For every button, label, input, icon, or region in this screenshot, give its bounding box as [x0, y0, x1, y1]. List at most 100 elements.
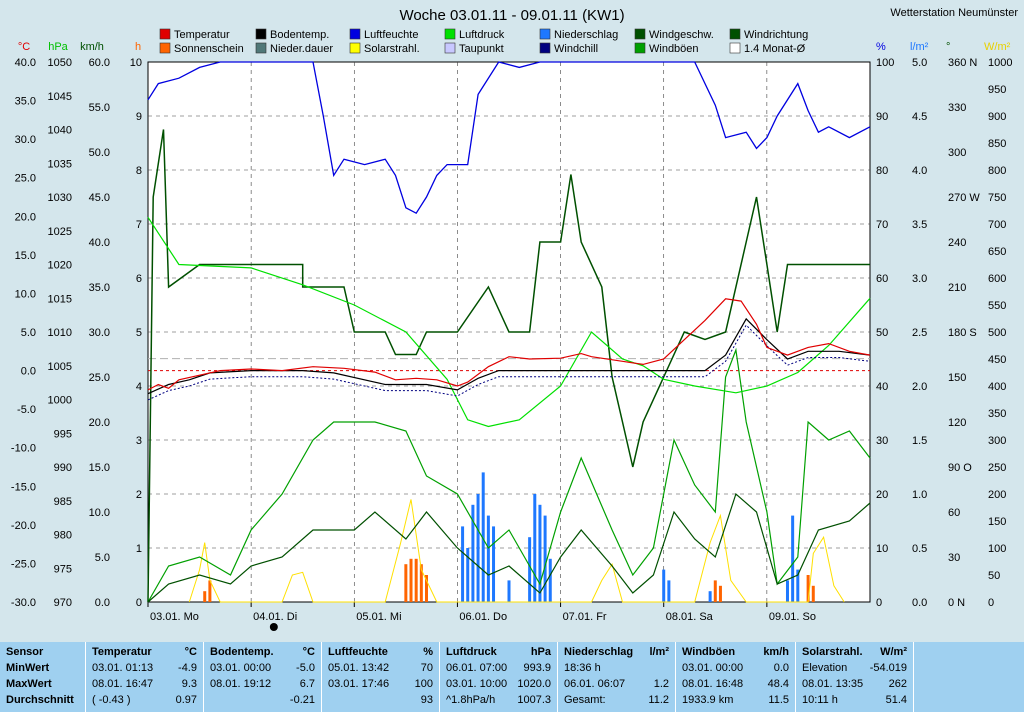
stats-value: 51.4 — [885, 694, 907, 706]
y-tick-lm2: 0.0 — [912, 597, 927, 609]
x-tick-label: 09.01. So — [769, 611, 816, 623]
legend-label: Windrichtung — [744, 29, 808, 41]
y-tick-wm2: 600 — [988, 273, 1006, 285]
y-tick-wm2: 150 — [988, 516, 1006, 528]
stats-row: 18:36 h — [558, 662, 675, 678]
stats-value: 11.5 — [768, 694, 789, 706]
y-tick-kmh: 25.0 — [89, 372, 110, 384]
y-tick-kmh: 20.0 — [89, 417, 110, 429]
y-tick-hpa: 1030 — [48, 192, 72, 204]
stats-column: Bodentemp. °C 03.01. 00:00 -5.0 08.01. 19:12… — [204, 642, 322, 712]
y-tick-deg: 180 S — [948, 327, 977, 339]
axis-unit-hours: h — [135, 41, 141, 53]
y-tick-hpa: 1035 — [48, 158, 72, 170]
stats-value: 1007.3 — [517, 694, 551, 706]
y-tick-hpa: 1005 — [48, 361, 72, 373]
y-tick-pct: 80 — [876, 165, 888, 177]
precip-bar — [538, 504, 542, 602]
stats-header: Sensor — [0, 646, 85, 662]
y-tick-wm2: 500 — [988, 327, 1006, 339]
y-tick-deg: 300 — [948, 147, 966, 159]
y-tick-hours: 6 — [136, 273, 142, 285]
y-tick-hpa: 995 — [54, 428, 72, 440]
y-tick-wm2: 0 — [988, 597, 994, 609]
y-tick-hours: 8 — [136, 165, 142, 177]
legend-swatch — [444, 42, 456, 54]
stats-value: °C — [302, 646, 315, 658]
legend-swatch — [349, 28, 361, 40]
stats-row: 06.01. 06:07 1.2 — [558, 678, 675, 694]
stats-label: Durchschnitt — [6, 694, 74, 706]
stats-row: 08.01. 13:35 262 — [796, 678, 913, 694]
soil-temp-line — [147, 317, 871, 395]
stats-column: Temperatur °C 03.01. 01:13 -4.9 08.01. 16:47… — [86, 642, 204, 712]
y-tick-lm2: 2.0 — [912, 381, 927, 393]
sunshine-bar — [713, 580, 717, 602]
stats-header: Luftfeuchte% — [322, 646, 439, 662]
solar-line — [188, 499, 845, 603]
y-tick-pct: 60 — [876, 273, 888, 285]
y-tick-deg: 270 W — [948, 192, 980, 204]
y-tick-lm2: 4.5 — [912, 111, 927, 123]
y-tick-kmh: 55.0 — [89, 102, 110, 114]
stats-value: hPa — [530, 646, 551, 658]
y-tick-wm2: 800 — [988, 165, 1006, 177]
y-tick-temp: 5.0 — [21, 327, 36, 339]
stats-row: 08.01. 16:48 48.4 — [676, 678, 795, 694]
y-tick-wm2: 1000 — [988, 57, 1012, 69]
windchill-line — [147, 324, 871, 401]
legend-swatch — [159, 42, 171, 54]
x-tick-label: 06.01. Do — [459, 611, 507, 623]
stats-label: 03.01. 00:00 — [682, 662, 744, 674]
axis-unit-lm2: l/m² — [910, 41, 929, 53]
stats-value: 262 — [888, 678, 907, 690]
legend-label: Bodentemp. — [270, 29, 329, 41]
y-tick-hours: 5 — [136, 327, 142, 339]
y-tick-lm2: 1.0 — [912, 489, 927, 501]
stats-row: MinWert — [0, 662, 85, 678]
stats-value: 9.3 — [181, 678, 197, 690]
wind-gust-line — [147, 347, 871, 603]
x-ticks: 03.01. Mo 04.01. Di 05.01. Mi 06.01. Do 07.0… — [147, 602, 816, 631]
stats-value: -4.9 — [178, 662, 197, 674]
stats-header: Solarstrahl. W/m² — [796, 646, 913, 662]
y-tick-lm2: 3.5 — [912, 219, 927, 231]
stats-value: 0.97 — [175, 694, 197, 706]
precip-bar — [466, 548, 470, 602]
legend-swatch — [255, 28, 267, 40]
y-tick-kmh: 40.0 — [89, 237, 110, 249]
stats-value: 0.0 — [773, 662, 789, 674]
stats-header: Luftdruck hPa — [440, 646, 557, 662]
y-tick-hours: 0 — [136, 597, 142, 609]
legend-label: Taupunkt — [459, 43, 504, 55]
stats-label: 08.01. 16:47 — [92, 678, 154, 690]
legend-label: Solarstrahl. — [364, 43, 420, 55]
legend-swatch — [729, 28, 741, 40]
stats-column: Sensor MinWert MaxWert Durchschnitt — [0, 642, 86, 712]
y-tick-kmh: 45.0 — [89, 192, 110, 204]
y-tick-wm2: 350 — [988, 408, 1006, 420]
stats-label: 05.01. 13:42 — [328, 662, 390, 674]
stats-row: 93 — [322, 694, 439, 710]
stats-value: -0.21 — [289, 694, 315, 706]
stats-value: 993.9 — [523, 662, 551, 674]
y-tick-wm2: 850 — [988, 138, 1006, 150]
stats-label: 08.01. 13:35 — [802, 678, 864, 690]
y-tick-lm2: 0.5 — [912, 543, 927, 555]
precip-bar — [791, 515, 795, 602]
axis-unit-temp: °C — [18, 41, 30, 53]
y-tick-deg: 240 — [948, 237, 966, 249]
y-tick-lm2: 5.0 — [912, 57, 927, 69]
stats-column: Solarstrahl. W/m² Elevation -54.019 08.01. 1… — [796, 642, 914, 712]
legend-swatch — [255, 42, 267, 54]
stats-label: Niederschlag — [564, 646, 634, 658]
stats-label: MinWert — [6, 662, 50, 674]
y-tick-hpa: 1000 — [48, 395, 72, 407]
sunshine-bar — [404, 564, 408, 602]
y-tick-temp: 10.0 — [15, 288, 36, 300]
legend-swatch — [634, 42, 646, 54]
legend-swatch — [444, 28, 456, 40]
precip-bar — [486, 515, 490, 602]
stats-value: 70 — [420, 662, 433, 674]
precip-bar — [796, 569, 800, 602]
